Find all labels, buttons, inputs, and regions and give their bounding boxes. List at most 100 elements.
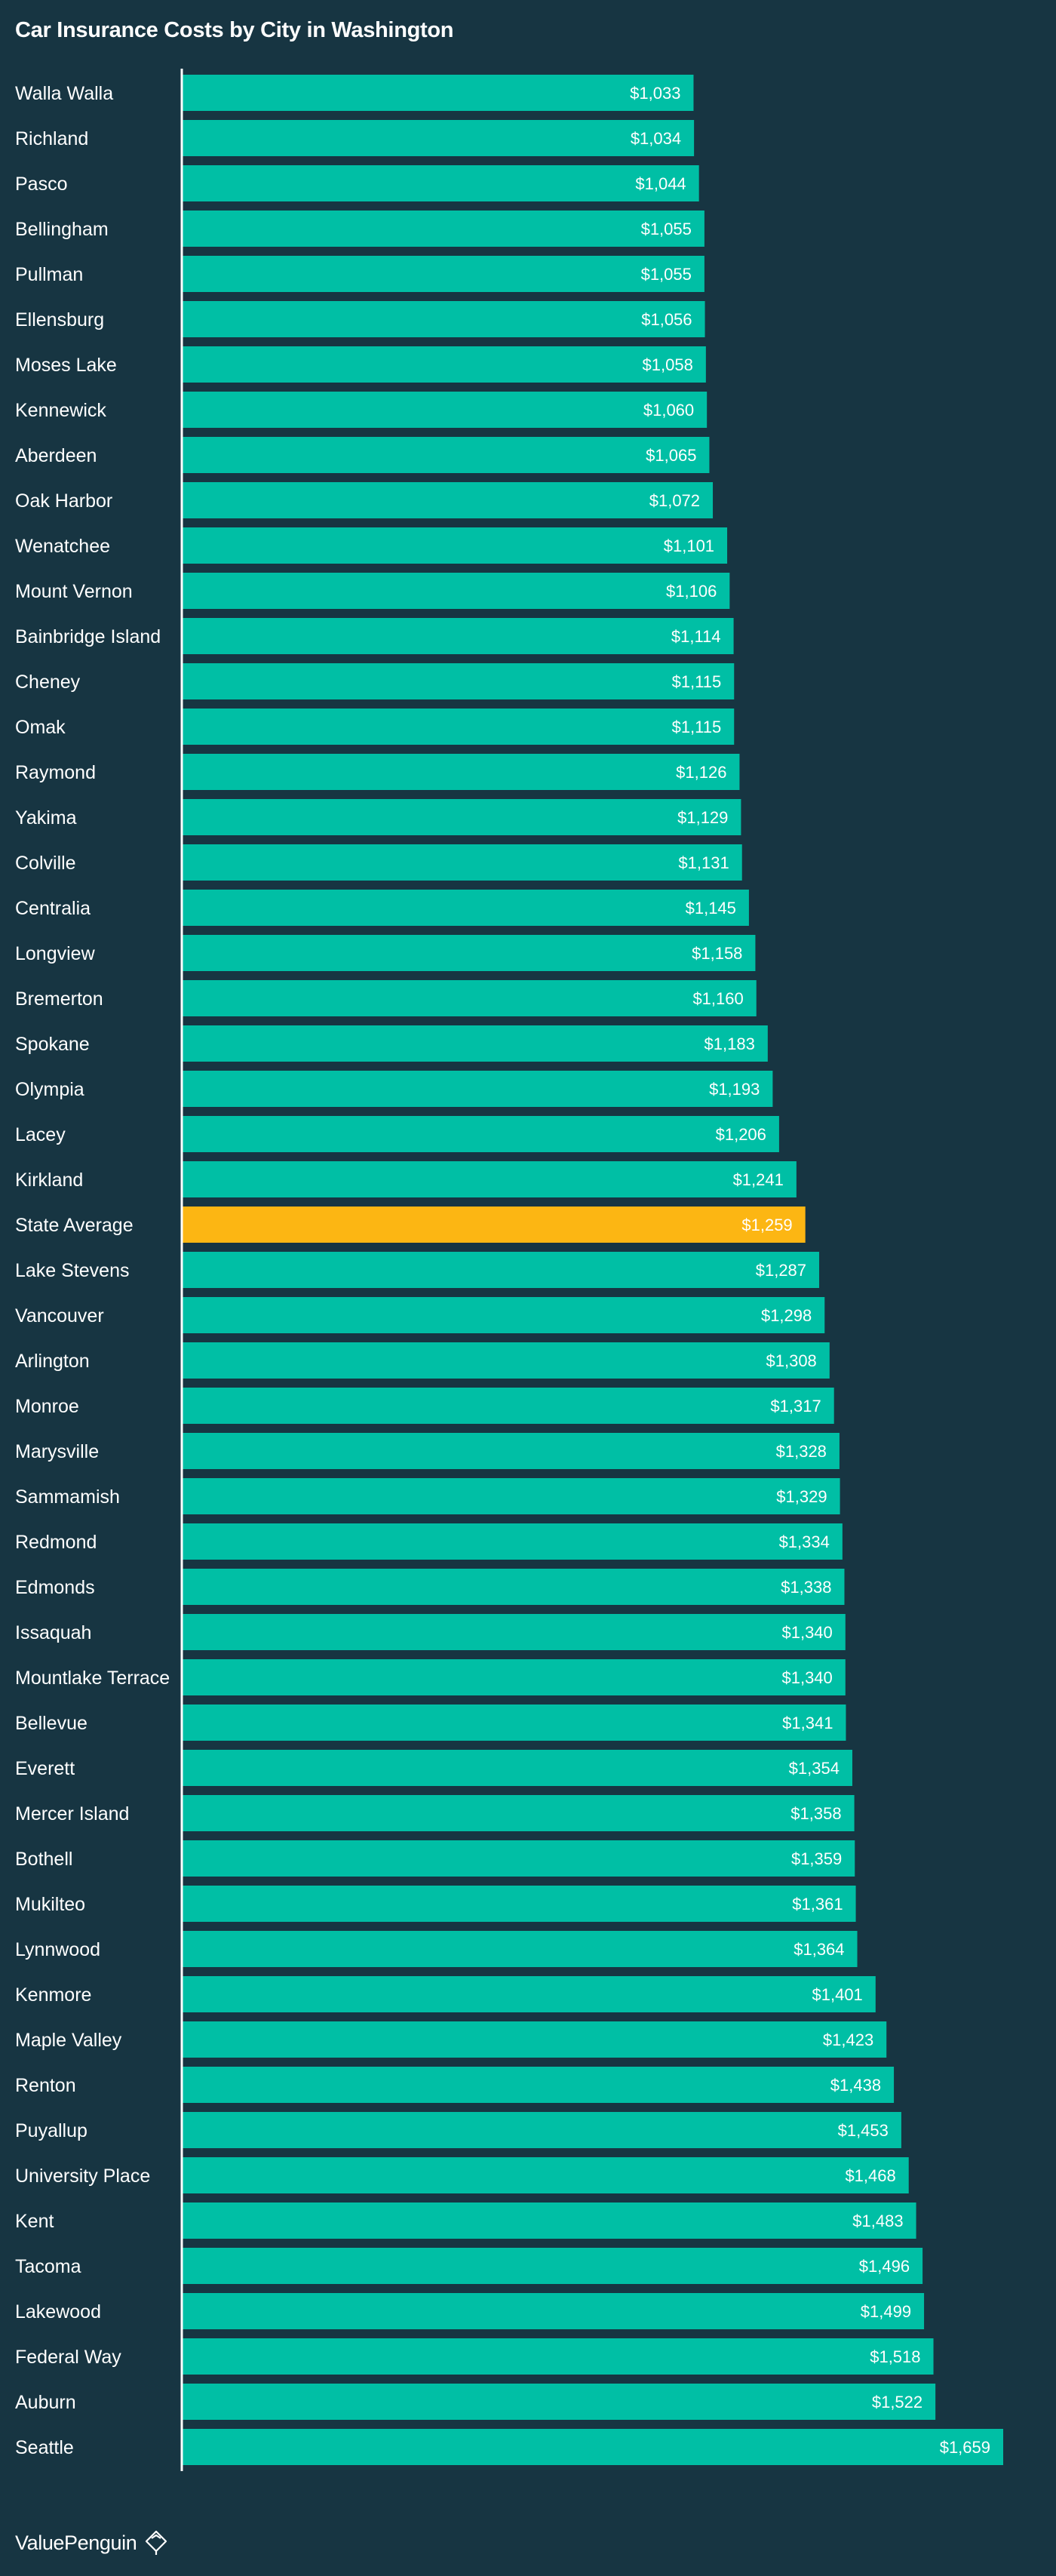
category-label-mukilteo: Mukilteo xyxy=(15,1894,85,1915)
category-label-yakima: Yakima xyxy=(15,807,77,828)
footer: ValuePenguin xyxy=(15,2529,170,2556)
value-label-ellensburg: $1,056 xyxy=(641,310,692,329)
value-label-oak-harbor: $1,072 xyxy=(649,491,700,510)
bar-redmond xyxy=(183,1523,843,1560)
category-label-centralia: Centralia xyxy=(15,898,91,919)
value-label-walla-walla: $1,033 xyxy=(630,84,680,103)
chart-title: Car Insurance Costs by City in Washingto… xyxy=(15,18,454,42)
bar-everett xyxy=(183,1750,852,1786)
category-label-spokane: Spokane xyxy=(15,1034,90,1055)
category-label-wenatchee: Wenatchee xyxy=(15,536,110,557)
category-label-pullman: Pullman xyxy=(15,264,83,285)
category-label-auburn: Auburn xyxy=(15,2392,76,2413)
bar-wenatchee xyxy=(183,527,728,564)
category-label-walla-walla: Walla Walla xyxy=(15,83,113,104)
category-label-lacey: Lacey xyxy=(15,1124,66,1145)
category-label-sammamish: Sammamish xyxy=(15,1486,120,1508)
value-label-federal-way: $1,518 xyxy=(870,2347,920,2366)
value-label-mountlake-terrace: $1,340 xyxy=(781,1668,832,1687)
value-label-edmonds: $1,338 xyxy=(781,1578,831,1597)
value-label-kent: $1,483 xyxy=(852,2212,903,2230)
category-label-renton: Renton xyxy=(15,2075,76,2096)
bar-monroe xyxy=(183,1388,834,1424)
category-label-pasco: Pasco xyxy=(15,174,67,195)
category-label-everett: Everett xyxy=(15,1758,75,1779)
bar-bellingham xyxy=(183,211,705,247)
bar-vancouver xyxy=(183,1297,825,1333)
brand-name: ValuePenguin xyxy=(15,2531,137,2554)
value-label-moses-lake: $1,058 xyxy=(643,355,693,374)
category-label-bothell: Bothell xyxy=(15,1849,72,1870)
category-label-omak: Omak xyxy=(15,717,66,738)
bar-pullman xyxy=(183,256,705,292)
category-label-bremerton: Bremerton xyxy=(15,988,103,1010)
bar-puyallup xyxy=(183,2112,901,2148)
category-label-moses-lake: Moses Lake xyxy=(15,355,117,376)
value-label-kirkland: $1,241 xyxy=(733,1170,784,1189)
bar-lacey xyxy=(183,1116,779,1152)
value-label-mukilteo: $1,361 xyxy=(792,1895,843,1914)
bar-yakima xyxy=(183,799,741,835)
value-label-mount-vernon: $1,106 xyxy=(666,582,717,601)
category-label-federal-way: Federal Way xyxy=(15,2347,121,2368)
bar-kenmore xyxy=(183,1976,876,2012)
category-label-bellevue: Bellevue xyxy=(15,1713,87,1734)
category-label-lynnwood: Lynnwood xyxy=(15,1939,100,1960)
value-label-longview: $1,158 xyxy=(692,944,742,963)
value-label-spokane: $1,183 xyxy=(705,1034,755,1053)
category-label-puyallup: Puyallup xyxy=(15,2120,87,2141)
bar-pasco xyxy=(183,165,699,201)
value-label-bellevue: $1,341 xyxy=(782,1714,833,1732)
value-label-mercer-island: $1,358 xyxy=(790,1804,841,1823)
value-label-sammamish: $1,329 xyxy=(776,1487,827,1506)
category-label-lakewood: Lakewood xyxy=(15,2301,101,2322)
category-label-vancouver: Vancouver xyxy=(15,1305,104,1326)
value-label-kenmore: $1,401 xyxy=(812,1985,863,2004)
bar-colville xyxy=(183,844,742,881)
value-label-richland: $1,034 xyxy=(631,129,681,148)
bar-lake-stevens xyxy=(183,1252,820,1288)
category-label-mountlake-terrace: Mountlake Terrace xyxy=(15,1668,170,1689)
value-label-yakima: $1,129 xyxy=(677,808,728,827)
value-label-renton: $1,438 xyxy=(830,2076,881,2095)
bar-maple-valley xyxy=(183,2021,887,2058)
value-label-redmond: $1,334 xyxy=(779,1532,830,1551)
value-label-lakewood: $1,499 xyxy=(861,2302,911,2321)
value-label-raymond: $1,126 xyxy=(676,763,726,782)
category-label-arlington: Arlington xyxy=(15,1351,90,1372)
category-label-state-average: State Average xyxy=(15,1215,134,1236)
bar-chart: Walla Walla $1,033 Richland $1,034 Pasco $1,0… xyxy=(15,69,1003,2471)
category-label-richland: Richland xyxy=(15,128,88,149)
bar-kennewick xyxy=(183,392,708,428)
bar-bremerton xyxy=(183,980,757,1016)
bar-bellevue xyxy=(183,1705,846,1741)
value-label-pullman: $1,055 xyxy=(641,265,692,284)
bar-federal-way xyxy=(183,2338,934,2375)
value-label-pasco: $1,044 xyxy=(635,174,686,193)
value-label-monroe: $1,317 xyxy=(770,1397,821,1416)
value-label-bothell: $1,359 xyxy=(791,1849,842,1868)
bar-marysville xyxy=(183,1433,840,1469)
bar-oak-harbor xyxy=(183,482,714,518)
bar-mountlake-terrace xyxy=(183,1659,846,1695)
category-label-issaquah: Issaquah xyxy=(15,1622,91,1643)
category-label-kent: Kent xyxy=(15,2211,54,2232)
bar-mercer-island xyxy=(183,1795,855,1831)
bar-lakewood xyxy=(183,2293,925,2329)
value-label-colville: $1,131 xyxy=(678,853,729,872)
value-label-vancouver: $1,298 xyxy=(761,1306,812,1325)
bar-tacoma xyxy=(183,2248,923,2284)
category-label-edmonds: Edmonds xyxy=(15,1577,95,1598)
bar-centralia xyxy=(183,890,749,926)
bar-cheney xyxy=(183,663,735,699)
value-label-aberdeen: $1,065 xyxy=(646,446,696,465)
bar-arlington xyxy=(183,1342,830,1379)
value-label-wenatchee: $1,101 xyxy=(664,536,714,555)
category-label-mercer-island: Mercer Island xyxy=(15,1803,129,1824)
category-label-bainbridge-island: Bainbridge Island xyxy=(15,626,161,647)
bar-longview xyxy=(183,935,756,971)
value-label-centralia: $1,145 xyxy=(686,899,736,918)
value-label-lacey: $1,206 xyxy=(716,1125,766,1144)
value-label-state-average: $1,259 xyxy=(741,1216,792,1234)
bar-ellensburg xyxy=(183,301,705,337)
